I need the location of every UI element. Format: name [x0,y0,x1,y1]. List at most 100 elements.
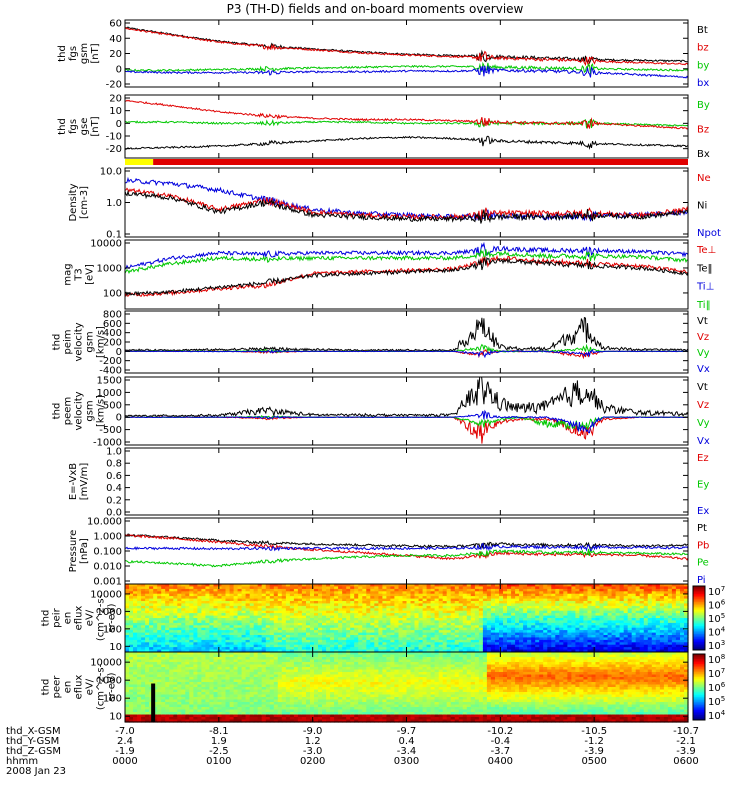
heatmap-cell [635,613,641,617]
heatmap-cell [547,601,552,604]
heatmap-cell [571,649,576,653]
heatmap-cell [531,596,536,600]
heatmap-cell [125,608,130,612]
heatmap-cell [285,586,291,590]
heatmap-cell [623,586,629,590]
heatmap-cell [177,610,182,614]
heatmap-cell [680,639,685,643]
heatmap-cell [229,586,235,590]
heatmap-cell [213,684,219,688]
heatmap-cell [205,642,210,646]
heatmap-cell [635,637,641,641]
colorbar-swatch [693,610,705,613]
heatmap-cell [137,639,142,643]
heatmap-cell [623,649,629,653]
heatmap-cell [257,618,263,621]
heatmap-cell [338,588,343,592]
heatmap-cell [326,613,331,617]
heatmap-cell [446,625,452,629]
heatmap-cell [559,603,564,607]
y-tick-label: 1000 [97,388,122,399]
heatmap-cell [571,586,576,590]
heatmap-cell [482,603,488,607]
heatmap-cell [129,682,134,686]
heatmap-cell [671,603,677,607]
heatmap-cell [133,684,138,688]
series-Npot [125,176,688,222]
heatmap-cell [450,586,456,590]
heatmap-cell [173,610,178,614]
heatmap-cell [354,620,359,624]
heatmap-cell [149,635,154,638]
y-axis-label: [nT] [90,116,101,136]
colorbar-swatch [693,619,705,622]
heatmap-cell [398,639,404,643]
heatmap-cell [141,657,146,661]
heatmap-cell [466,586,472,590]
heatmap-cell [478,610,484,614]
heatmap-cell [277,647,283,651]
heatmap-cell [414,588,420,592]
heatmap-cell [285,627,291,631]
series-group [125,377,688,444]
heatmap-cell [137,605,142,609]
heatmap-cell [623,615,629,619]
heatmap-cell [398,596,404,600]
colorbar-swatch [693,638,705,641]
heatmap-cell [680,649,685,653]
heatmap-cell [237,584,243,587]
heatmap-cell [559,598,564,602]
heatmap-cell [418,613,424,617]
heatmap-cell [225,598,231,602]
heatmap-cell [579,613,584,617]
heatmap-cell [571,622,576,626]
heatmap-cell [527,608,532,612]
heatmap-cell [249,639,255,643]
heatmap-cell [402,601,408,604]
heatmap-cell [253,598,259,602]
heatmap-cell [342,622,347,626]
heatmap-cell [245,647,251,651]
heatmap-cell [149,598,154,602]
heatmap-cell [181,608,186,612]
heatmap-cell [470,618,476,621]
heatmap-cell [394,647,399,651]
heatmap-cell [543,610,548,614]
series-Pb [125,534,688,561]
heatmap-cell [603,586,609,590]
heatmap-cell [615,630,621,634]
heatmap-cell [169,717,174,721]
heatmap-cell [370,642,375,646]
heatmap-cell [314,622,319,626]
heatmap-cell [225,613,231,617]
heatmap-cell [209,591,214,595]
heatmap-cell [193,719,198,723]
heatmap-cell [181,662,186,666]
heatmap-cell [639,598,645,602]
heatmap-cell [177,707,182,711]
heatmap-cell [503,586,508,590]
heatmap-cell [189,610,194,614]
heatmap-cell [169,707,174,711]
heatmap-cell [503,620,508,624]
heatmap-cell [523,598,528,602]
heatmap-cell [527,632,532,636]
heatmap-cell [458,622,464,626]
heatmap-cell [470,637,476,641]
heatmap-cell [157,635,162,638]
heatmap-cell [499,596,504,600]
heatmap-cell [551,620,556,624]
heatmap-cell [374,596,379,600]
heatmap-cell [161,679,166,683]
heatmap-cell [680,635,685,638]
heatmap-cell [285,591,291,595]
heatmap-cell [233,591,239,595]
heatmap-cell [197,704,202,708]
heatmap-cell [382,586,387,590]
heatmap-cell [571,608,576,612]
heatmap-cell [422,596,428,600]
heatmap-cell [229,622,235,626]
heatmap-cell [125,704,130,708]
heatmap-cell [619,642,625,646]
heatmap-cell [173,702,178,706]
